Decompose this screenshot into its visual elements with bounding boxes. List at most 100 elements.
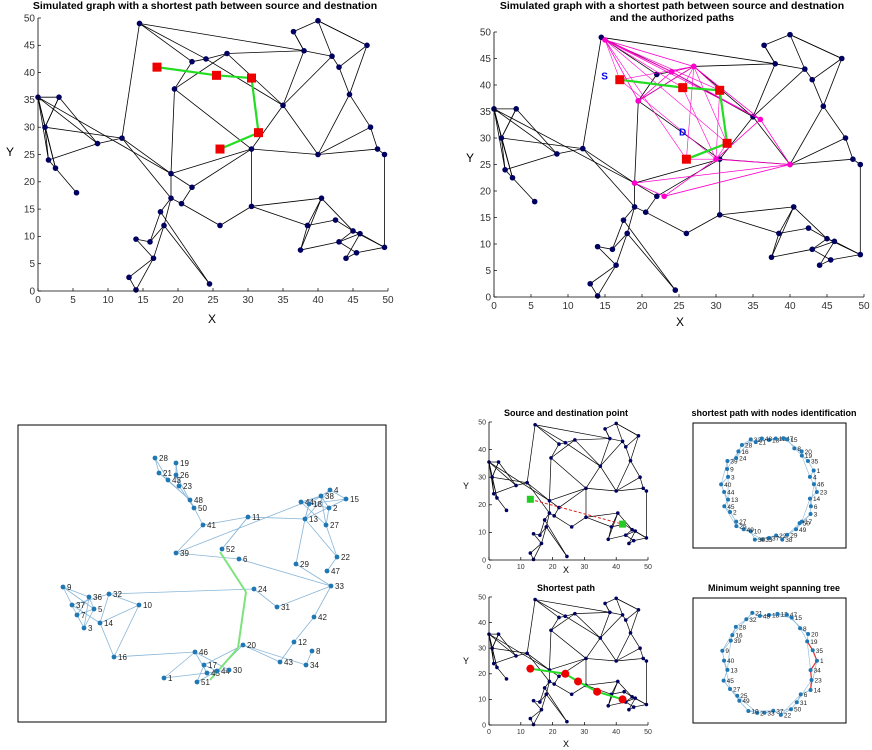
p5-node-label: 1: [817, 468, 821, 475]
p3-node: [277, 659, 283, 665]
p7-node-label: 21: [755, 610, 763, 617]
p5-node: [799, 449, 804, 454]
p6-edge: [625, 619, 631, 633]
p5-node-label: 25: [739, 524, 747, 531]
p3-edge: [175, 552, 240, 560]
p6-edge: [526, 599, 536, 654]
p2-authorized-edge: [604, 39, 639, 102]
p6-edge: [615, 632, 631, 662]
p3-edge: [108, 588, 255, 595]
p2-authorized-edge: [604, 39, 687, 160]
p7-node: [722, 658, 727, 663]
chart-title-5: shortest path with nodes identification: [691, 408, 856, 418]
p5-node-label: 27: [739, 519, 747, 526]
p3-node: [111, 654, 117, 660]
p1-x-tick-label: 50: [382, 295, 394, 306]
p3-node: [136, 602, 142, 608]
p5-node-label: 35: [811, 459, 819, 466]
p4-edge: [604, 423, 617, 430]
p1-y-tick-label: 45: [24, 41, 36, 52]
p2-edge: [778, 206, 795, 234]
p7-edge: [759, 614, 787, 617]
p2-edge: [493, 108, 558, 155]
chart-title-4: Source and destination point: [504, 408, 628, 418]
p5-node: [773, 436, 778, 441]
p7-node: [808, 688, 813, 692]
p6-edge: [550, 613, 576, 631]
p7-edge: [737, 695, 758, 714]
p2-y-tick-label: 35: [480, 107, 492, 118]
p4-edge: [615, 423, 623, 442]
p5-node: [728, 510, 733, 514]
chart-title-1: Simulated graph with a shortest path bet…: [33, 0, 377, 12]
p2-edge: [789, 106, 824, 165]
p2-node: [620, 217, 627, 223]
p1-edge: [170, 148, 252, 174]
p2-node: [624, 230, 630, 237]
p1-edge: [251, 197, 322, 207]
p2-annotation-d: D: [679, 127, 686, 138]
p3-node: [192, 649, 198, 655]
p4-edge: [599, 438, 611, 467]
p3-edge: [304, 518, 338, 558]
p5-node-label: 32: [754, 437, 762, 444]
p3-edge: [76, 614, 85, 629]
chart-panel-4: Source and destination point 0 10 20 30 40 50…: [463, 408, 652, 575]
p1-node: [248, 146, 255, 152]
p2-x-tick-label: 0: [491, 301, 497, 312]
p2-node: [594, 293, 601, 299]
p7-node: [733, 624, 738, 629]
p4-node: [496, 460, 501, 464]
p4-edge: [541, 526, 547, 544]
p2-path-node: [681, 154, 691, 164]
p2-authorized-edge: [715, 119, 761, 160]
p1-edge: [44, 126, 123, 139]
p3-edge: [320, 495, 327, 526]
p6-edge: [534, 599, 560, 618]
p5-node: [805, 459, 810, 463]
p2-authorized-edge: [682, 87, 717, 160]
p7-node-label: 15: [795, 615, 803, 622]
p5-node: [734, 519, 739, 524]
p5-edge: [813, 470, 818, 493]
p7-node-label: 47: [790, 612, 798, 619]
p6-edge: [617, 681, 633, 698]
p1-y-tick-label: 20: [24, 177, 36, 188]
p3-node: [311, 614, 317, 620]
p2-node: [839, 55, 845, 62]
p3-edge: [175, 495, 322, 554]
p1-node: [297, 247, 304, 253]
p1-edge: [300, 225, 308, 251]
p6-node: [496, 632, 501, 636]
p2-node: [587, 280, 593, 287]
p2-authorized-edge: [664, 164, 791, 197]
p1-y-tick-label: 25: [24, 150, 36, 161]
p4-edge: [550, 439, 576, 459]
p1-edge: [300, 198, 322, 251]
p6-edge: [585, 681, 618, 686]
p6-edge: [544, 687, 568, 722]
p4-node: [490, 475, 494, 479]
p2-edge: [626, 206, 635, 234]
p2-y-tick-label: 5: [485, 266, 491, 277]
p1-edge: [121, 137, 172, 199]
p5-node-label: 38: [785, 537, 793, 544]
p6-edge: [630, 632, 641, 649]
p3-node-label: 46: [199, 648, 208, 657]
p6-y-tick-label: 30: [478, 646, 486, 653]
p1-node: [329, 53, 335, 60]
p7-node: [794, 700, 799, 705]
p1-edge: [226, 50, 305, 54]
p1-edge: [163, 198, 172, 226]
p4-edge: [635, 530, 647, 539]
p6-edge: [488, 633, 517, 657]
p4-node: [531, 557, 536, 562]
p7-node: [750, 610, 755, 615]
p2-node: [790, 204, 797, 210]
p3-node-label: 51: [201, 678, 210, 687]
p5-edge: [726, 451, 739, 470]
p3-node: [323, 522, 329, 528]
p5-node-label: 6: [814, 504, 818, 511]
p4-edge: [491, 461, 499, 478]
p3-node: [173, 550, 179, 556]
